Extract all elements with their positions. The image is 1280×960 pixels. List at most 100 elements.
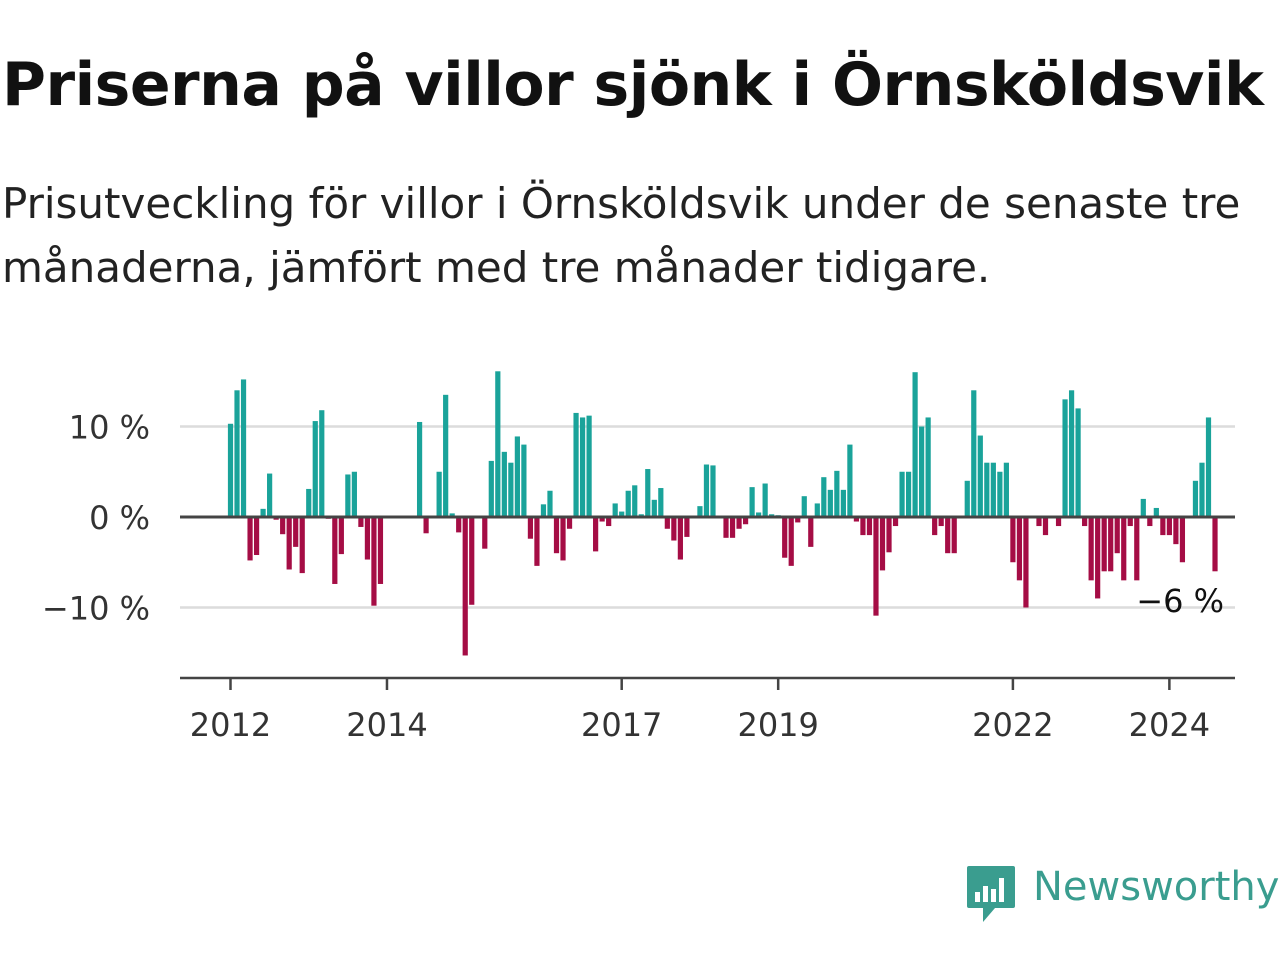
y-tick-label: −10 % <box>42 590 150 628</box>
bar <box>938 517 944 527</box>
bar <box>1153 507 1159 517</box>
bar <box>612 503 618 518</box>
bar <box>351 471 357 517</box>
bar <box>1205 417 1212 517</box>
bar <box>508 462 514 517</box>
bar <box>782 517 788 558</box>
bar <box>267 473 273 517</box>
bar <box>306 488 312 517</box>
bar <box>1095 517 1101 599</box>
bar <box>286 517 292 570</box>
bar <box>280 517 286 535</box>
chart-subtitle: Prisutveckling för villor i Örnsköldsvik… <box>2 179 1241 292</box>
bar <box>925 417 931 517</box>
bar <box>482 517 488 549</box>
bars <box>227 371 1218 656</box>
bar <box>560 517 566 561</box>
bar <box>293 517 299 547</box>
y-tick-label: 0 % <box>89 499 150 537</box>
bar <box>566 517 573 529</box>
bar <box>319 410 325 517</box>
bar <box>632 485 638 517</box>
bar <box>762 483 768 517</box>
bar <box>253 517 260 556</box>
bar <box>945 517 951 554</box>
bar <box>1023 517 1029 608</box>
x-tick-label: 2024 <box>1129 706 1210 744</box>
bar <box>540 504 547 517</box>
bar <box>527 517 534 539</box>
bar <box>645 469 651 517</box>
bar <box>1173 517 1179 545</box>
bar <box>247 517 253 561</box>
bar <box>1016 517 1023 581</box>
bar <box>932 517 938 536</box>
bar <box>788 517 794 566</box>
bar <box>338 517 344 555</box>
bar <box>827 489 833 517</box>
bar <box>553 517 560 554</box>
bar <box>619 511 625 517</box>
bar <box>684 517 690 537</box>
bar <box>501 451 507 517</box>
bar <box>847 444 853 517</box>
bar <box>821 477 827 517</box>
logo-wordmark: Newsworthy <box>1033 864 1280 910</box>
bar <box>1114 517 1120 554</box>
bar <box>1192 480 1199 517</box>
bar <box>579 417 586 517</box>
bar <box>723 517 729 538</box>
newsworthy-logo: Newsworthy <box>963 862 1279 928</box>
bar <box>912 372 918 517</box>
bar <box>834 470 840 517</box>
bar <box>801 496 807 518</box>
bar <box>593 517 599 552</box>
bar <box>860 517 866 536</box>
bar <box>449 513 455 517</box>
bar <box>1062 399 1068 517</box>
bar <box>443 394 449 517</box>
bar <box>651 499 657 518</box>
bar <box>729 517 736 538</box>
bar <box>1166 517 1172 536</box>
bar <box>664 517 670 529</box>
bar <box>1042 517 1049 536</box>
bar <box>1075 408 1081 517</box>
bar <box>456 517 462 533</box>
bar <box>742 517 749 525</box>
bar <box>703 464 710 517</box>
bar <box>606 517 612 527</box>
bar <box>1140 498 1146 517</box>
bar <box>1212 517 1218 572</box>
bar <box>736 517 742 529</box>
y-tick-label: 10 % <box>69 409 150 447</box>
bar <box>658 488 664 517</box>
bar <box>371 517 377 606</box>
bar <box>886 517 892 553</box>
bar <box>919 426 925 517</box>
bar <box>1036 517 1042 527</box>
bar <box>345 474 351 518</box>
bar <box>1134 517 1140 581</box>
bar <box>462 517 468 656</box>
bar <box>625 490 631 517</box>
bar <box>260 508 266 517</box>
bar <box>514 436 520 517</box>
bar <box>840 489 846 517</box>
bar <box>240 379 247 517</box>
bar <box>808 517 814 547</box>
x-tick-label: 2012 <box>190 706 271 744</box>
bar <box>951 517 957 554</box>
bar <box>534 517 540 566</box>
bar <box>1010 517 1016 563</box>
bar <box>1179 517 1186 563</box>
bar <box>1121 517 1127 581</box>
chart-title: Priserna på villor sjönk i Örnsköldsvik <box>2 50 1264 120</box>
bar <box>416 421 423 517</box>
bar <box>573 412 579 517</box>
bar <box>977 435 983 517</box>
bar <box>795 517 801 523</box>
bar <box>671 517 677 541</box>
bar <box>1127 517 1133 527</box>
bar-chart-speech-bubble-icon <box>967 866 1015 922</box>
